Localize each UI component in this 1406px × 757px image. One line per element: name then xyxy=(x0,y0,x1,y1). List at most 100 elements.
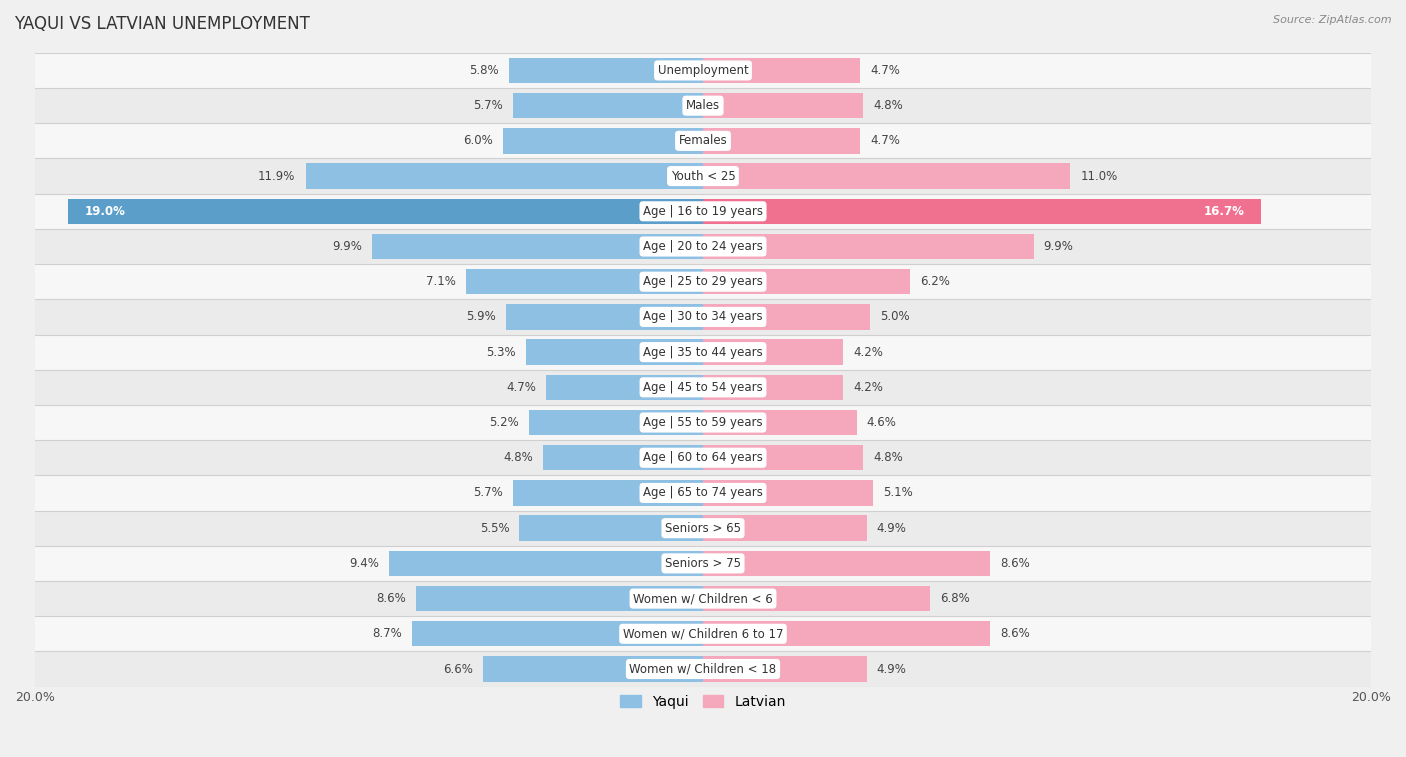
Text: 9.9%: 9.9% xyxy=(332,240,363,253)
Text: 16.7%: 16.7% xyxy=(1204,205,1244,218)
Text: 6.2%: 6.2% xyxy=(920,276,950,288)
Bar xyxy=(35,229,1371,264)
Text: Age | 25 to 29 years: Age | 25 to 29 years xyxy=(643,276,763,288)
Text: Age | 55 to 59 years: Age | 55 to 59 years xyxy=(643,416,763,429)
Text: 8.6%: 8.6% xyxy=(1000,557,1031,570)
Text: 4.9%: 4.9% xyxy=(877,662,907,675)
Bar xyxy=(35,475,1371,510)
Text: Unemployment: Unemployment xyxy=(658,64,748,77)
Text: Age | 45 to 54 years: Age | 45 to 54 years xyxy=(643,381,763,394)
Text: 5.2%: 5.2% xyxy=(489,416,519,429)
Bar xyxy=(389,550,703,576)
Text: 9.4%: 9.4% xyxy=(349,557,380,570)
Text: Females: Females xyxy=(679,135,727,148)
Text: 4.8%: 4.8% xyxy=(873,99,903,112)
Text: 4.8%: 4.8% xyxy=(503,451,533,464)
Text: Youth < 25: Youth < 25 xyxy=(671,170,735,182)
Text: Age | 65 to 74 years: Age | 65 to 74 years xyxy=(643,487,763,500)
Bar xyxy=(35,123,1371,158)
Bar xyxy=(35,158,1371,194)
Text: 5.0%: 5.0% xyxy=(880,310,910,323)
Text: 4.9%: 4.9% xyxy=(877,522,907,534)
Text: 5.5%: 5.5% xyxy=(479,522,509,534)
Text: 5.7%: 5.7% xyxy=(472,487,502,500)
Bar xyxy=(35,369,1371,405)
Bar xyxy=(703,480,873,506)
Bar xyxy=(35,651,1371,687)
Bar xyxy=(35,405,1371,440)
Bar xyxy=(703,58,860,83)
Bar xyxy=(543,445,703,470)
Bar xyxy=(703,550,990,576)
Bar xyxy=(703,339,844,365)
Bar xyxy=(373,234,703,259)
Text: YAQUI VS LATVIAN UNEMPLOYMENT: YAQUI VS LATVIAN UNEMPLOYMENT xyxy=(14,15,309,33)
Bar xyxy=(412,621,703,646)
Text: 7.1%: 7.1% xyxy=(426,276,456,288)
Text: 8.6%: 8.6% xyxy=(1000,628,1031,640)
Text: Males: Males xyxy=(686,99,720,112)
Text: Women w/ Children < 6: Women w/ Children < 6 xyxy=(633,592,773,605)
Bar xyxy=(703,128,860,154)
Text: 4.7%: 4.7% xyxy=(870,135,900,148)
Bar xyxy=(526,339,703,365)
Text: Age | 60 to 64 years: Age | 60 to 64 years xyxy=(643,451,763,464)
Bar xyxy=(35,510,1371,546)
Bar xyxy=(416,586,703,611)
Text: Seniors > 75: Seniors > 75 xyxy=(665,557,741,570)
Text: 4.7%: 4.7% xyxy=(870,64,900,77)
Bar xyxy=(519,516,703,540)
Bar xyxy=(703,656,866,681)
Text: 8.7%: 8.7% xyxy=(373,628,402,640)
Text: 5.7%: 5.7% xyxy=(472,99,502,112)
Text: Age | 16 to 19 years: Age | 16 to 19 years xyxy=(643,205,763,218)
Bar xyxy=(35,335,1371,369)
Bar xyxy=(703,164,1070,188)
Bar xyxy=(703,93,863,118)
Text: 6.0%: 6.0% xyxy=(463,135,492,148)
Bar xyxy=(703,586,931,611)
Bar xyxy=(35,616,1371,651)
Bar xyxy=(703,198,1261,224)
Bar xyxy=(513,480,703,506)
Text: Seniors > 65: Seniors > 65 xyxy=(665,522,741,534)
Bar xyxy=(546,375,703,400)
Text: 6.6%: 6.6% xyxy=(443,662,472,675)
Bar xyxy=(703,445,863,470)
Text: 19.0%: 19.0% xyxy=(84,205,127,218)
Bar xyxy=(506,304,703,329)
Bar xyxy=(35,264,1371,299)
Text: 6.8%: 6.8% xyxy=(941,592,970,605)
Bar xyxy=(509,58,703,83)
Text: 5.8%: 5.8% xyxy=(470,64,499,77)
Text: Age | 20 to 24 years: Age | 20 to 24 years xyxy=(643,240,763,253)
Text: Women w/ Children < 18: Women w/ Children < 18 xyxy=(630,662,776,675)
Bar xyxy=(703,516,866,540)
Text: Age | 30 to 34 years: Age | 30 to 34 years xyxy=(643,310,763,323)
Bar xyxy=(703,304,870,329)
Text: 4.6%: 4.6% xyxy=(866,416,897,429)
Text: Age | 35 to 44 years: Age | 35 to 44 years xyxy=(643,346,763,359)
Text: 4.2%: 4.2% xyxy=(853,381,883,394)
Bar xyxy=(35,546,1371,581)
Bar xyxy=(529,410,703,435)
Bar xyxy=(35,299,1371,335)
Bar xyxy=(703,269,910,294)
Text: 11.9%: 11.9% xyxy=(259,170,295,182)
Text: Source: ZipAtlas.com: Source: ZipAtlas.com xyxy=(1274,15,1392,25)
Bar xyxy=(305,164,703,188)
Text: Women w/ Children 6 to 17: Women w/ Children 6 to 17 xyxy=(623,628,783,640)
Text: 5.3%: 5.3% xyxy=(486,346,516,359)
Text: 5.9%: 5.9% xyxy=(467,310,496,323)
Text: 11.0%: 11.0% xyxy=(1080,170,1118,182)
Bar xyxy=(513,93,703,118)
Bar xyxy=(35,194,1371,229)
Bar xyxy=(35,53,1371,88)
Bar xyxy=(482,656,703,681)
Bar xyxy=(703,621,990,646)
Bar xyxy=(69,198,703,224)
Bar xyxy=(35,581,1371,616)
Text: 5.1%: 5.1% xyxy=(883,487,912,500)
Bar xyxy=(35,440,1371,475)
Text: 4.7%: 4.7% xyxy=(506,381,536,394)
